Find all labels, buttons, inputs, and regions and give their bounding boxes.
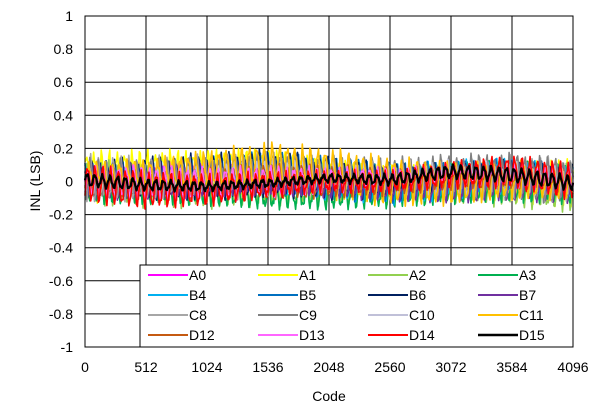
- legend-label: C11: [519, 307, 544, 323]
- legend-label: A0: [189, 267, 206, 283]
- y-tick-label: 0: [65, 174, 73, 190]
- y-axis-ticks: 1 0.8 0.6 0.4 0.2 0 -0.2 -0.4 -0.6 -0.8 -1: [49, 8, 73, 355]
- x-tick-label: 512: [134, 359, 158, 375]
- y-tick-label: -1: [61, 339, 74, 355]
- legend-label: B6: [409, 287, 426, 303]
- legend-label: A1: [299, 267, 316, 283]
- legend-label: C9: [299, 307, 317, 323]
- legend-label: D14: [409, 327, 435, 343]
- x-tick-label: 3072: [435, 359, 466, 375]
- legend-label: D12: [189, 327, 215, 343]
- x-tick-label: 0: [81, 359, 89, 375]
- legend-label: B7: [519, 287, 536, 303]
- legend-label: D13: [299, 327, 325, 343]
- y-tick-label: -0.4: [49, 240, 73, 256]
- legend-label: D15: [519, 327, 545, 343]
- x-axis-ticks: 0 512 1024 1536 2048 2560 3072 3584 4096: [81, 359, 589, 375]
- y-tick-label: -0.2: [49, 207, 73, 223]
- y-tick-label: -0.8: [49, 306, 73, 322]
- x-tick-label: 1024: [191, 359, 222, 375]
- legend-label: A3: [519, 267, 536, 283]
- x-tick-label: 2560: [374, 359, 405, 375]
- series-line-d15: [83, 163, 575, 193]
- series-line-d14: [84, 155, 574, 210]
- legend-box: [139, 264, 574, 348]
- y-tick-label: 0.6: [54, 74, 74, 90]
- legend-label: B5: [299, 287, 316, 303]
- legend: A0 A1 A2 A3 B4 B5 B6 B7 C8 C9 C10 C11 D12 D13 D14 D15: [139, 264, 574, 348]
- y-tick-label: -0.6: [49, 273, 73, 289]
- series-group: [83, 141, 575, 213]
- legend-label: C10: [409, 307, 435, 323]
- y-tick-label: 0.2: [54, 140, 74, 156]
- x-tick-label: 2048: [313, 359, 344, 375]
- x-tick-label: 4096: [557, 359, 588, 375]
- legend-label: A2: [409, 267, 426, 283]
- x-tick-label: 3584: [496, 359, 527, 375]
- legend-label: C8: [189, 307, 207, 323]
- y-tick-label: 0.4: [54, 107, 74, 123]
- y-tick-label: 1: [65, 8, 73, 24]
- x-axis-title: Code: [312, 388, 346, 404]
- y-axis-title: INL (LSB): [27, 151, 43, 212]
- y-tick-label: 0.8: [54, 41, 74, 57]
- legend-label: B4: [189, 287, 206, 303]
- x-tick-label: 1536: [252, 359, 283, 375]
